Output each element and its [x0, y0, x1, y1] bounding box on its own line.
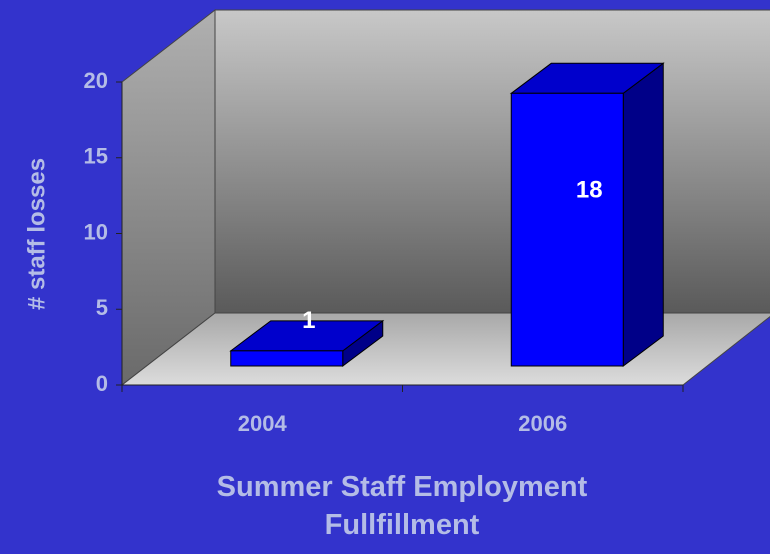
- y-tick-label: 15: [84, 144, 108, 169]
- data-label: 18: [576, 177, 603, 204]
- bar-side: [622, 62, 664, 367]
- plot-walls: [120, 8, 770, 387]
- y-tick-label: 20: [84, 68, 108, 93]
- x-tick-label: 2004: [238, 411, 288, 436]
- y-tick-label: 5: [96, 295, 108, 320]
- y-tick-label: 10: [84, 219, 108, 244]
- back-wall: [214, 9, 770, 314]
- bar: [230, 350, 344, 367]
- y-axis-title: # staff losses: [23, 158, 50, 310]
- bar: [510, 92, 624, 367]
- x-axis-title: Summer Staff Employment Fullfillment: [216, 471, 588, 541]
- data-label: 1: [302, 307, 315, 334]
- y-tick-label: 0: [96, 371, 108, 396]
- x-tick-label: 2006: [518, 411, 567, 436]
